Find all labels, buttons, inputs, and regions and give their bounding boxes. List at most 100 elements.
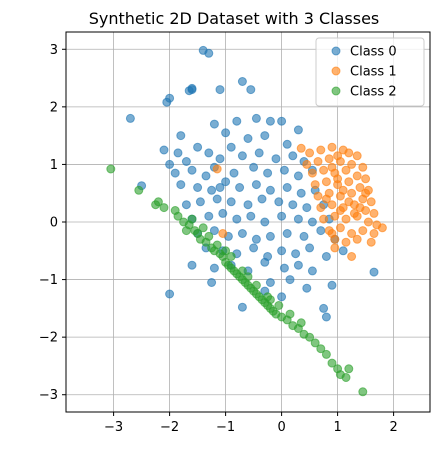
data-point [353, 152, 361, 160]
data-point [227, 143, 235, 151]
data-point [188, 261, 196, 269]
data-point [188, 166, 196, 174]
data-point [227, 198, 235, 206]
data-point [233, 117, 241, 125]
data-point [306, 149, 314, 157]
data-point [345, 365, 353, 373]
data-point [339, 186, 347, 194]
data-point [266, 117, 274, 125]
data-point [359, 388, 367, 396]
data-point [322, 350, 330, 358]
data-point [126, 114, 134, 122]
data-point [166, 160, 174, 168]
data-point [219, 230, 227, 238]
data-point [364, 218, 372, 226]
data-point [216, 184, 224, 192]
data-point [196, 198, 204, 206]
data-point [244, 201, 252, 209]
data-point [345, 149, 353, 157]
data-point [322, 313, 330, 321]
data-point [266, 296, 274, 304]
data-point [216, 86, 224, 94]
data-point [283, 140, 291, 148]
legend: Class 0 Class 1 Class 2 [316, 38, 424, 106]
data-point [275, 302, 283, 310]
x-tick-label: −1 [216, 420, 235, 435]
data-point [213, 241, 221, 249]
data-point [328, 281, 336, 289]
data-point [356, 204, 364, 212]
data-point [236, 184, 244, 192]
data-point [278, 117, 286, 125]
data-point [244, 273, 252, 281]
data-point [294, 215, 302, 223]
data-point [317, 227, 325, 235]
data-point [342, 238, 350, 246]
data-point [188, 86, 196, 94]
data-point [283, 184, 291, 192]
x-tick-label: 1 [333, 420, 341, 435]
data-point [314, 192, 322, 200]
data-point [266, 232, 274, 240]
data-point [261, 218, 269, 226]
data-point [339, 247, 347, 255]
data-point [264, 169, 272, 177]
data-point [205, 232, 213, 240]
data-point [294, 261, 302, 269]
y-tick-label: 3 [50, 43, 58, 58]
data-point [286, 310, 294, 318]
data-point [205, 149, 213, 157]
data-point [238, 303, 246, 311]
data-point [342, 215, 350, 223]
data-point [308, 169, 316, 177]
data-point [210, 120, 218, 128]
data-point [252, 114, 260, 122]
data-point [163, 98, 171, 106]
data-point [261, 258, 269, 266]
data-point [182, 158, 190, 166]
data-point [278, 293, 286, 301]
data-point [275, 198, 283, 206]
y-tick-label: 0 [50, 216, 58, 231]
data-point [222, 247, 230, 255]
data-point [205, 212, 213, 220]
data-point [308, 218, 316, 226]
legend-marker [332, 87, 340, 95]
legend-label: Class 1 [350, 65, 397, 80]
y-tick-label: −3 [39, 388, 58, 403]
data-point [336, 224, 344, 232]
data-point [345, 178, 353, 186]
data-point [289, 201, 297, 209]
data-point [325, 155, 333, 163]
x-tick-label: 0 [277, 420, 285, 435]
data-point [244, 135, 252, 143]
data-point [166, 290, 174, 298]
legend-label: Class 2 [350, 85, 397, 100]
data-point [182, 201, 190, 209]
data-point [283, 230, 291, 238]
y-tick-label: −1 [39, 273, 58, 288]
data-point [216, 155, 224, 163]
data-point [238, 78, 246, 86]
legend-label: Class 0 [350, 45, 397, 60]
data-point [266, 279, 274, 287]
data-point [272, 155, 280, 163]
data-point [320, 166, 328, 174]
data-point [252, 181, 260, 189]
data-point [314, 158, 322, 166]
data-point [353, 172, 361, 180]
data-point [213, 195, 221, 203]
data-point [294, 172, 302, 180]
data-point [367, 198, 375, 206]
data-point [297, 189, 305, 197]
data-point [266, 186, 274, 194]
data-point [188, 215, 196, 223]
data-point [233, 215, 241, 223]
data-point [278, 247, 286, 255]
y-tick-label: 1 [50, 158, 58, 173]
data-point [222, 129, 230, 137]
data-point [238, 152, 246, 160]
data-point [177, 181, 185, 189]
data-point [160, 146, 168, 154]
data-point [247, 86, 255, 94]
